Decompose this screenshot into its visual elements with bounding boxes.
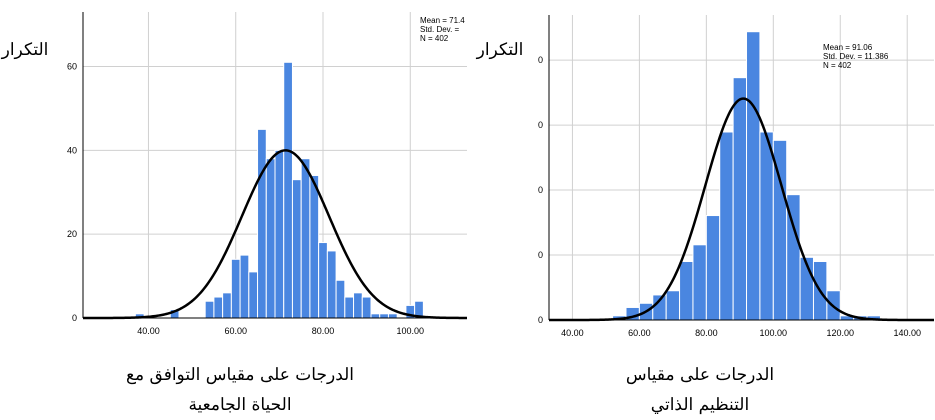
x-tick-label: 120.00 <box>826 328 854 338</box>
x-tick-label: 40.00 <box>561 328 584 338</box>
histogram-bar <box>759 131 774 321</box>
y-tick-label: 20 <box>67 229 77 239</box>
histogram-bar <box>692 244 707 321</box>
histogram-bar <box>370 313 381 319</box>
stats-text: Mean = 71.4 <box>420 16 465 25</box>
histogram-bar <box>679 261 694 321</box>
x-tick-label: 80.00 <box>695 328 718 338</box>
histogram-bar <box>387 313 398 319</box>
histogram-bar <box>300 158 311 319</box>
histogram-bar <box>318 242 328 319</box>
chart-left: 40.00 60.00 80.00 100.00 0 20 40 60 Mean = 71.4 S… <box>1 12 467 415</box>
histogram-bar <box>291 179 302 319</box>
y-tick-label: 0 <box>538 55 543 65</box>
histogram-bar <box>746 31 761 321</box>
histogram-bar <box>222 292 232 319</box>
histogram-bar <box>665 290 681 321</box>
histogram-bar <box>230 258 241 319</box>
histogram-left: 40.00 60.00 80.00 100.00 0 20 40 60 Mean = 71.4S… <box>67 12 467 336</box>
x-tick-label: 100.00 <box>760 328 788 338</box>
x-tick-label: 100.00 <box>397 326 425 336</box>
x-tick-label: 60.00 <box>628 328 651 338</box>
histogram-bar <box>335 279 346 319</box>
histogram-bar <box>265 158 276 319</box>
histogram-bar <box>705 215 721 321</box>
x-tick-label: 140.00 <box>893 328 921 338</box>
y-axis-label-left: التكرار <box>1 40 49 60</box>
y-tick-label: 0 <box>538 185 543 195</box>
histogram-bar <box>213 296 224 319</box>
histogram-bar <box>274 149 285 319</box>
x-tick-label: 40.00 <box>137 326 160 336</box>
normal-curve <box>83 149 467 320</box>
y-tick-label: 40 <box>67 145 77 155</box>
stats-text: N = 402 <box>420 34 449 43</box>
histogram-bar <box>344 296 355 319</box>
y-tick-label: 0 <box>72 313 77 323</box>
y-tick-label: 0 <box>538 120 543 130</box>
histogram-bar <box>353 292 363 319</box>
x-axis-label-right: الدرجات على مقياس التنظيم الذاتي <box>625 365 775 415</box>
histogram-bar <box>283 61 293 319</box>
histogram-bar <box>204 300 215 319</box>
normal-curve <box>549 97 934 322</box>
histogram-bar <box>719 131 734 321</box>
y-tick-label: 0 <box>538 250 543 260</box>
histogram-bar <box>239 254 250 319</box>
y-tick-label: 0 <box>538 315 543 325</box>
y-axis-label-right: التكرار <box>476 40 524 60</box>
x-tick-label: 80.00 <box>312 326 335 336</box>
histogram-bar <box>257 128 267 319</box>
histogram-bar <box>326 250 337 319</box>
histogram-bar <box>248 271 259 319</box>
histogram-bar <box>309 174 320 319</box>
histogram-bar <box>732 77 748 321</box>
histogram-bar <box>361 296 372 319</box>
stats-text: N = 402 <box>823 61 852 70</box>
histogram-bar <box>379 313 389 319</box>
x-axis-label-left: الدرجات على مقياس التوافق مع الحياة الجا… <box>125 365 355 415</box>
stats-text: Std. Dev. = 11.386 <box>823 52 889 61</box>
histogram-right: 40.00 60.00 80.00 100.00 120.00 140.00 0 0 0 0 0 Me… <box>538 15 934 338</box>
bars <box>134 61 424 319</box>
x-tick-label: 60.00 <box>224 326 247 336</box>
stats-text: Mean = 91.06 <box>823 43 873 52</box>
stats-text: Std. Dev. = <box>420 25 460 34</box>
chart-right: 40.00 60.00 80.00 100.00 120.00 140.00 0 0 0 0 0 Me… <box>470 0 935 420</box>
y-tick-label: 60 <box>67 61 77 71</box>
